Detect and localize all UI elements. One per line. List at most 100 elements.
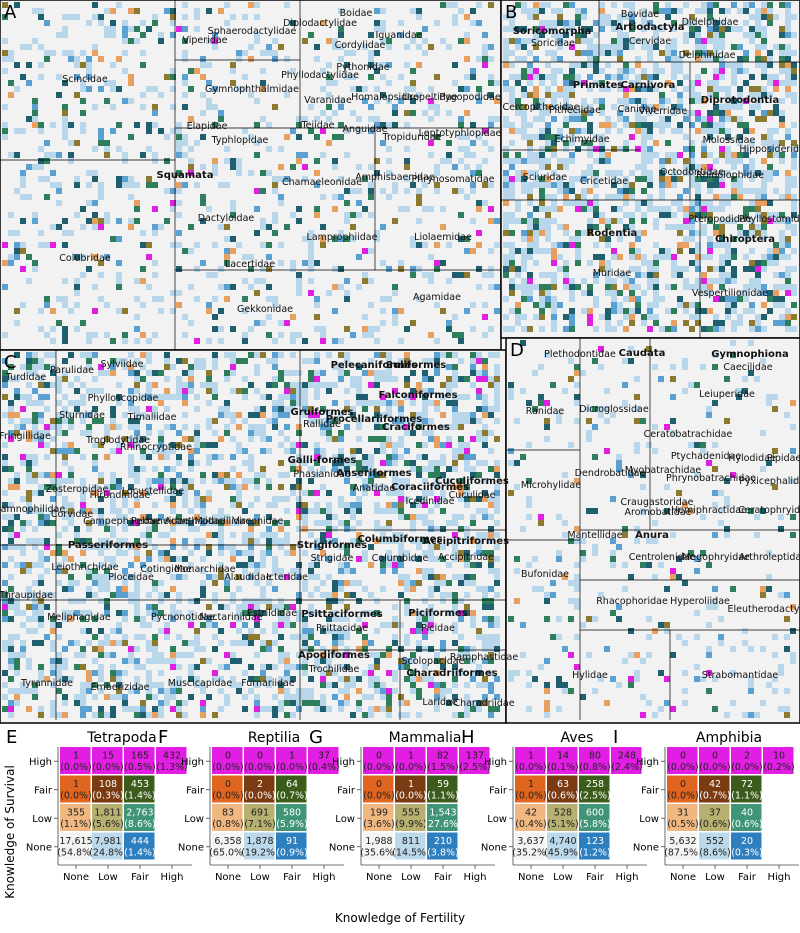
species-cell <box>332 628 338 634</box>
species-cell <box>86 338 92 344</box>
species-cell <box>62 616 68 622</box>
species-cell <box>575 230 581 236</box>
species-cell <box>110 694 116 700</box>
species-cell <box>538 394 544 400</box>
species-cell <box>707 80 713 86</box>
species-cell <box>224 544 230 550</box>
species-cell <box>398 592 404 598</box>
species-cell <box>575 248 581 254</box>
species-cell <box>482 676 488 682</box>
species-cell <box>8 92 14 98</box>
species-cell <box>617 56 623 62</box>
species-cell <box>635 296 641 302</box>
species-cell <box>689 182 695 188</box>
species-cell <box>707 56 713 62</box>
species-cell <box>515 308 521 314</box>
species-cell <box>470 20 476 26</box>
species-cell <box>545 86 551 92</box>
species-cell <box>404 394 410 400</box>
species-cell <box>338 412 344 418</box>
species-cell <box>683 110 689 116</box>
species-cell <box>488 406 494 412</box>
species-cell <box>272 182 278 188</box>
species-cell <box>416 242 422 248</box>
species-cell <box>122 634 128 640</box>
species-cell <box>278 260 284 266</box>
species-cell <box>563 140 569 146</box>
species-cell <box>200 164 206 170</box>
species-cell <box>694 442 700 448</box>
species-cell <box>62 26 68 32</box>
species-cell <box>182 370 188 376</box>
species-cell <box>515 284 521 290</box>
species-cell <box>86 628 92 634</box>
species-cell <box>56 382 62 388</box>
species-cell <box>134 424 140 430</box>
species-cell <box>494 508 500 514</box>
species-cell <box>707 152 713 158</box>
species-cell <box>56 296 62 302</box>
species-cell <box>488 466 494 472</box>
species-cell <box>568 538 574 544</box>
species-cell <box>140 562 146 568</box>
species-cell <box>629 98 635 104</box>
species-cell <box>659 182 665 188</box>
species-cell <box>338 700 344 706</box>
species-cell <box>452 532 458 538</box>
species-cell <box>434 706 440 712</box>
species-cell <box>356 460 362 466</box>
species-cell <box>248 574 254 580</box>
species-cell <box>272 376 278 382</box>
species-cell <box>509 260 515 266</box>
species-cell <box>785 188 791 194</box>
species-cell <box>44 382 50 388</box>
species-cell <box>707 32 713 38</box>
species-cell <box>410 676 416 682</box>
species-cell <box>134 556 140 562</box>
species-cell <box>785 176 791 182</box>
species-cell <box>218 520 224 526</box>
species-cell <box>755 116 761 122</box>
species-cell <box>428 152 434 158</box>
species-cell <box>440 508 446 514</box>
species-cell <box>416 194 422 200</box>
treemap-cells-A <box>2 2 500 344</box>
species-cell <box>551 296 557 302</box>
species-cell <box>719 56 725 62</box>
species-cell <box>749 200 755 206</box>
species-cell <box>446 140 452 146</box>
species-cell <box>755 92 761 98</box>
species-cell <box>56 658 62 664</box>
species-cell <box>20 218 26 224</box>
species-cell <box>767 170 773 176</box>
species-cell <box>260 116 266 122</box>
species-cell <box>116 358 122 364</box>
species-cell <box>695 206 701 212</box>
species-cell <box>32 688 38 694</box>
species-cell <box>350 406 356 412</box>
species-cell <box>344 568 350 574</box>
species-cell <box>434 586 440 592</box>
species-cell <box>398 496 404 502</box>
species-cell <box>659 92 665 98</box>
species-cell <box>140 448 146 454</box>
species-cell <box>50 182 56 188</box>
species-cell <box>404 676 410 682</box>
species-cell <box>194 676 200 682</box>
species-cell <box>218 538 224 544</box>
species-cell <box>386 358 392 364</box>
species-cell <box>488 382 494 388</box>
species-cell <box>278 44 284 50</box>
species-cell <box>743 236 749 242</box>
species-cell <box>128 218 134 224</box>
species-cell <box>772 406 778 412</box>
species-cell <box>785 26 791 32</box>
species-cell <box>50 364 56 370</box>
species-cell <box>230 412 236 418</box>
species-cell <box>713 206 719 212</box>
species-cell <box>170 616 176 622</box>
species-cell <box>470 670 476 676</box>
species-cell <box>683 206 689 212</box>
species-cell <box>725 302 731 308</box>
species-cell <box>2 526 8 532</box>
